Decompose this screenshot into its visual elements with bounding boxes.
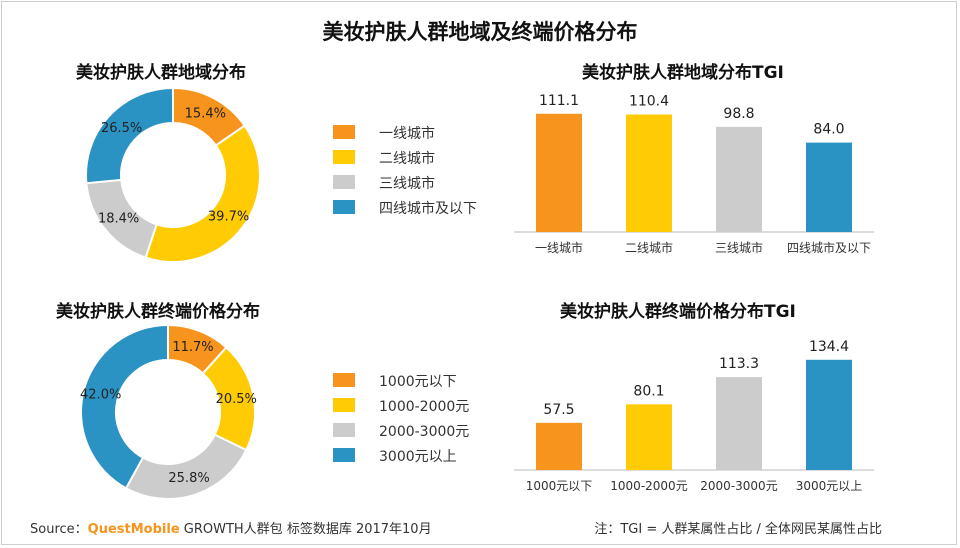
- price-legend-swatch-3: [333, 423, 355, 437]
- region-legend-swatch-1: [333, 125, 355, 139]
- region-tgi-bar-2: [626, 114, 672, 232]
- price-tgi-bar-value-3: 113.3: [719, 356, 759, 372]
- region-tgi-bar-value-1: 111.1: [539, 93, 579, 109]
- region-tgi-bar-value-4: 84.0: [813, 122, 844, 138]
- price-tgi-bar-value-4: 134.4: [809, 339, 849, 355]
- region-tgi-title: 美妆护肤人群地域分布TGI: [582, 63, 784, 83]
- price-legend-label-3: 2000-3000元: [379, 424, 470, 440]
- region-legend-label-4: 四线城市及以下: [379, 201, 477, 217]
- price-legend-label-4: 3000元以上: [379, 449, 457, 465]
- price-tgi-bar-4: [806, 359, 852, 470]
- region-legend-label-3: 三线城市: [379, 176, 435, 192]
- price-donut-slice-label-1: 11.7%: [172, 340, 213, 355]
- region-legend-swatch-4: [333, 200, 355, 214]
- price-donut-slice-label-4: 42.0%: [80, 388, 121, 403]
- price-donut-slice-3: [124, 433, 248, 500]
- region-legend-label-1: 一线城市: [379, 126, 435, 142]
- region-tgi-tick-label-4: 四线城市及以下: [787, 240, 871, 255]
- footer-source: Source：QuestMobile GROWTH人群包 标签数据库 2017年…: [30, 518, 432, 537]
- price-legend-label-1: 1000元以下: [379, 374, 457, 390]
- price-donut-slice-label-2: 20.5%: [216, 392, 257, 407]
- region-donut-slice-label-2: 39.7%: [208, 210, 249, 225]
- price-legend-swatch-1: [333, 373, 355, 387]
- price-donut-slice-4: [80, 323, 169, 490]
- region-tgi-bar-3: [716, 126, 762, 232]
- region-donut-slice-label-3: 18.4%: [98, 211, 139, 226]
- region-tgi-bar-4: [806, 142, 852, 232]
- region-tgi-bar-value-2: 110.4: [629, 94, 669, 110]
- region-legend-swatch-2: [333, 150, 355, 164]
- price-tgi-tick-label-3: 2000-3000元: [700, 479, 777, 493]
- price-tgi-bar-chart: 57.5 1000元以下 80.1 1000-2000元 113.3 2000-3000元…: [514, 339, 874, 493]
- brand-name: QuestMobile: [87, 522, 180, 537]
- region-tgi-tick-label-1: 一线城市: [535, 240, 583, 255]
- region-tgi-bar-chart: 111.1 一线城市 110.4 二线城市 98.8 三线城市 84.0 四线城市及以下: [514, 93, 874, 255]
- price-tgi-tick-label-4: 3000元以上: [796, 479, 863, 493]
- region-legend-swatch-3: [333, 175, 355, 189]
- region-donut-slice-label-1: 15.4%: [185, 106, 226, 121]
- price-tgi-tick-label-2: 1000-2000元: [610, 479, 687, 493]
- region-tgi-bar-1: [536, 113, 582, 232]
- price-donut-slice-label-3: 25.8%: [168, 471, 209, 486]
- region-donut-slice-2: [144, 124, 261, 263]
- footer-note: 注：TGI = 人群某属性占比 / 全体网民某属性占比: [594, 522, 882, 537]
- price-tgi-bar-value-1: 57.5: [543, 402, 574, 418]
- price-legend-label-2: 1000-2000元: [379, 399, 470, 415]
- price-tgi-bar-value-2: 80.1: [633, 383, 664, 399]
- price-donut-title: 美妆护肤人群终端价格分布: [56, 302, 260, 322]
- main-title: 美妆护肤人群地域及终端价格分布: [322, 20, 638, 44]
- region-donut-chart: 15.4% 39.7% 18.4% 26.5%: [85, 86, 261, 263]
- price-tgi-tick-label-1: 1000元以下: [526, 479, 593, 493]
- price-legend-swatch-4: [333, 448, 355, 462]
- region-tgi-bar-value-3: 98.8: [723, 106, 754, 122]
- region-donut-slice-label-4: 26.5%: [101, 121, 142, 136]
- source-text: GROWTH人群包 标签数据库 2017年10月: [179, 522, 432, 537]
- price-legend-swatch-2: [333, 398, 355, 412]
- region-legend-label-2: 二线城市: [379, 151, 435, 167]
- price-tgi-bar-1: [536, 422, 582, 470]
- price-donut-chart: 11.7% 20.5% 25.8% 42.0%: [80, 323, 257, 500]
- region-tgi-tick-label-2: 二线城市: [625, 240, 673, 255]
- region-donut-slice-4: [85, 86, 174, 185]
- region-tgi-tick-label-3: 三线城市: [715, 240, 763, 255]
- region-donut-title: 美妆护肤人群地域分布: [76, 63, 246, 83]
- source-label: Source：: [30, 522, 88, 537]
- price-tgi-bar-3: [716, 377, 762, 470]
- price-tgi-title: 美妆护肤人群终端价格分布TGI: [560, 302, 796, 322]
- price-tgi-bar-2: [626, 404, 672, 470]
